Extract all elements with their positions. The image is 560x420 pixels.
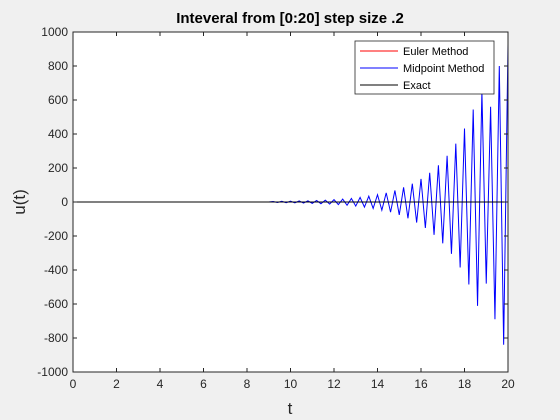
x-tick-label: 8 (244, 377, 251, 391)
y-tick-label: -200 (44, 229, 68, 243)
y-axis: -1000 -800 -600 -400 -200 0 200 400 600 800 1000 (37, 25, 508, 379)
y-tick-label: -600 (44, 297, 68, 311)
y-tick-label: 400 (48, 127, 68, 141)
series-layer (73, 43, 509, 345)
x-tick-label: 2 (113, 377, 120, 391)
y-tick-label: -400 (44, 263, 68, 277)
chart-title: Inteveral from [0:20] step size .2 (176, 10, 404, 27)
legend-label-exact: Exact (403, 80, 431, 92)
y-axis-label: u(t) (10, 189, 29, 215)
x-axis: 0 2 4 6 8 10 12 14 16 18 20 (70, 32, 515, 391)
legend-label-midpoint: Midpoint Method (403, 63, 484, 75)
y-tick-label: 600 (48, 93, 68, 107)
x-tick-label: 14 (371, 377, 385, 391)
y-tick-label: 1000 (41, 25, 68, 39)
y-tick-label: 800 (48, 59, 68, 73)
y-tick-label: -800 (44, 331, 68, 345)
x-tick-label: 6 (200, 377, 207, 391)
y-tick-label: 0 (61, 195, 68, 209)
x-tick-label: 12 (327, 377, 341, 391)
legend-label-euler: Euler Method (403, 46, 468, 58)
y-tick-label: -1000 (37, 365, 68, 379)
x-tick-label: 4 (157, 377, 164, 391)
x-tick-label: 10 (284, 377, 298, 391)
y-tick-label: 200 (48, 161, 68, 175)
legend-item-euler: Euler Method (360, 46, 468, 58)
x-tick-label: 0 (70, 377, 77, 391)
x-tick-label: 18 (458, 377, 472, 391)
x-tick-label: 20 (501, 377, 515, 391)
legend-item-exact: Exact (360, 80, 431, 92)
x-tick-label: 16 (414, 377, 428, 391)
x-axis-label: t (288, 399, 293, 418)
legend: Euler Method Midpoint Method Exact (354, 40, 495, 95)
legend-item-midpoint: Midpoint Method (360, 63, 484, 75)
